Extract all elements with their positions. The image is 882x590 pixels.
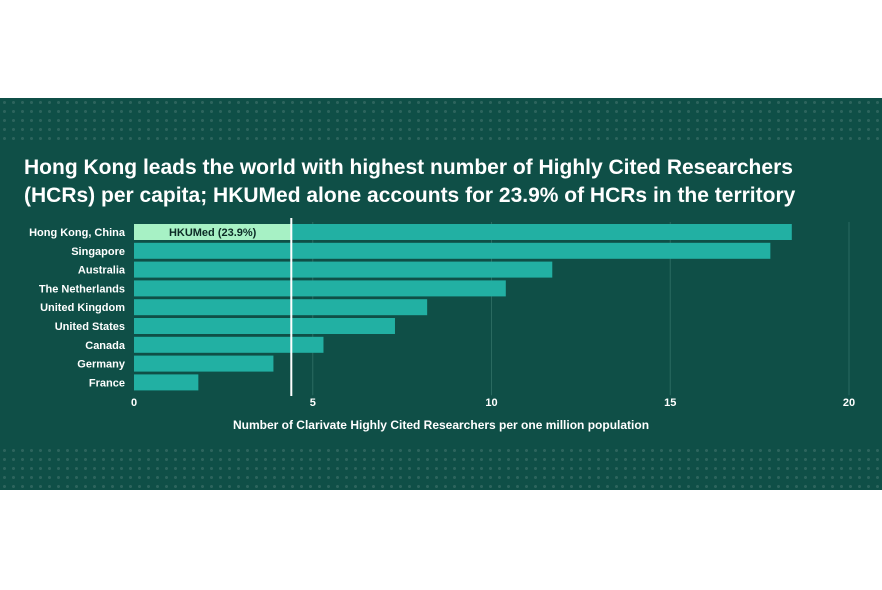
category-label: United Kingdom — [40, 302, 125, 314]
x-tick-label: 15 — [664, 397, 676, 409]
category-label: France — [89, 377, 125, 389]
bar — [134, 242, 771, 259]
bar — [134, 336, 324, 353]
bar — [134, 261, 553, 278]
category-label: Germany — [77, 359, 126, 371]
hkumed-annotation-label: HKUMed (23.9%) — [169, 227, 257, 239]
decorative-dot-pattern-top — [0, 98, 882, 142]
bar — [134, 355, 274, 372]
category-labels: Hong Kong, China Singapore Australia The Ne… — [29, 227, 126, 389]
chart-title: Hong Kong leads the world with highest n… — [24, 156, 796, 207]
bar — [134, 224, 792, 240]
x-tick-label: 5 — [310, 397, 316, 409]
bar — [134, 280, 506, 297]
tick-labels: 0 5 10 15 20 — [131, 397, 855, 409]
x-tick-label: 20 — [843, 397, 855, 409]
x-tick-label: 0 — [131, 397, 137, 409]
bar — [134, 299, 428, 316]
annotation: HKUMed (23.9%) — [134, 218, 293, 396]
bar-chart: Hong Kong, China Singapore Australia The Ne… — [29, 218, 855, 432]
bars — [134, 224, 792, 391]
bar — [134, 318, 395, 334]
category-label: The Netherlands — [39, 283, 125, 295]
category-label: Australia — [78, 265, 126, 277]
x-axis-title: Number of Clarivate Highly Cited Researc… — [233, 418, 649, 432]
category-label: United States — [55, 321, 125, 333]
x-tick-label: 10 — [485, 397, 497, 409]
category-label: Singapore — [71, 246, 125, 258]
hkumed-highlight-bar — [134, 224, 292, 240]
category-label: Canada — [85, 340, 126, 352]
bar — [134, 374, 199, 391]
category-label: Hong Kong, China — [29, 227, 126, 239]
decorative-dot-pattern-bottom — [0, 446, 882, 490]
